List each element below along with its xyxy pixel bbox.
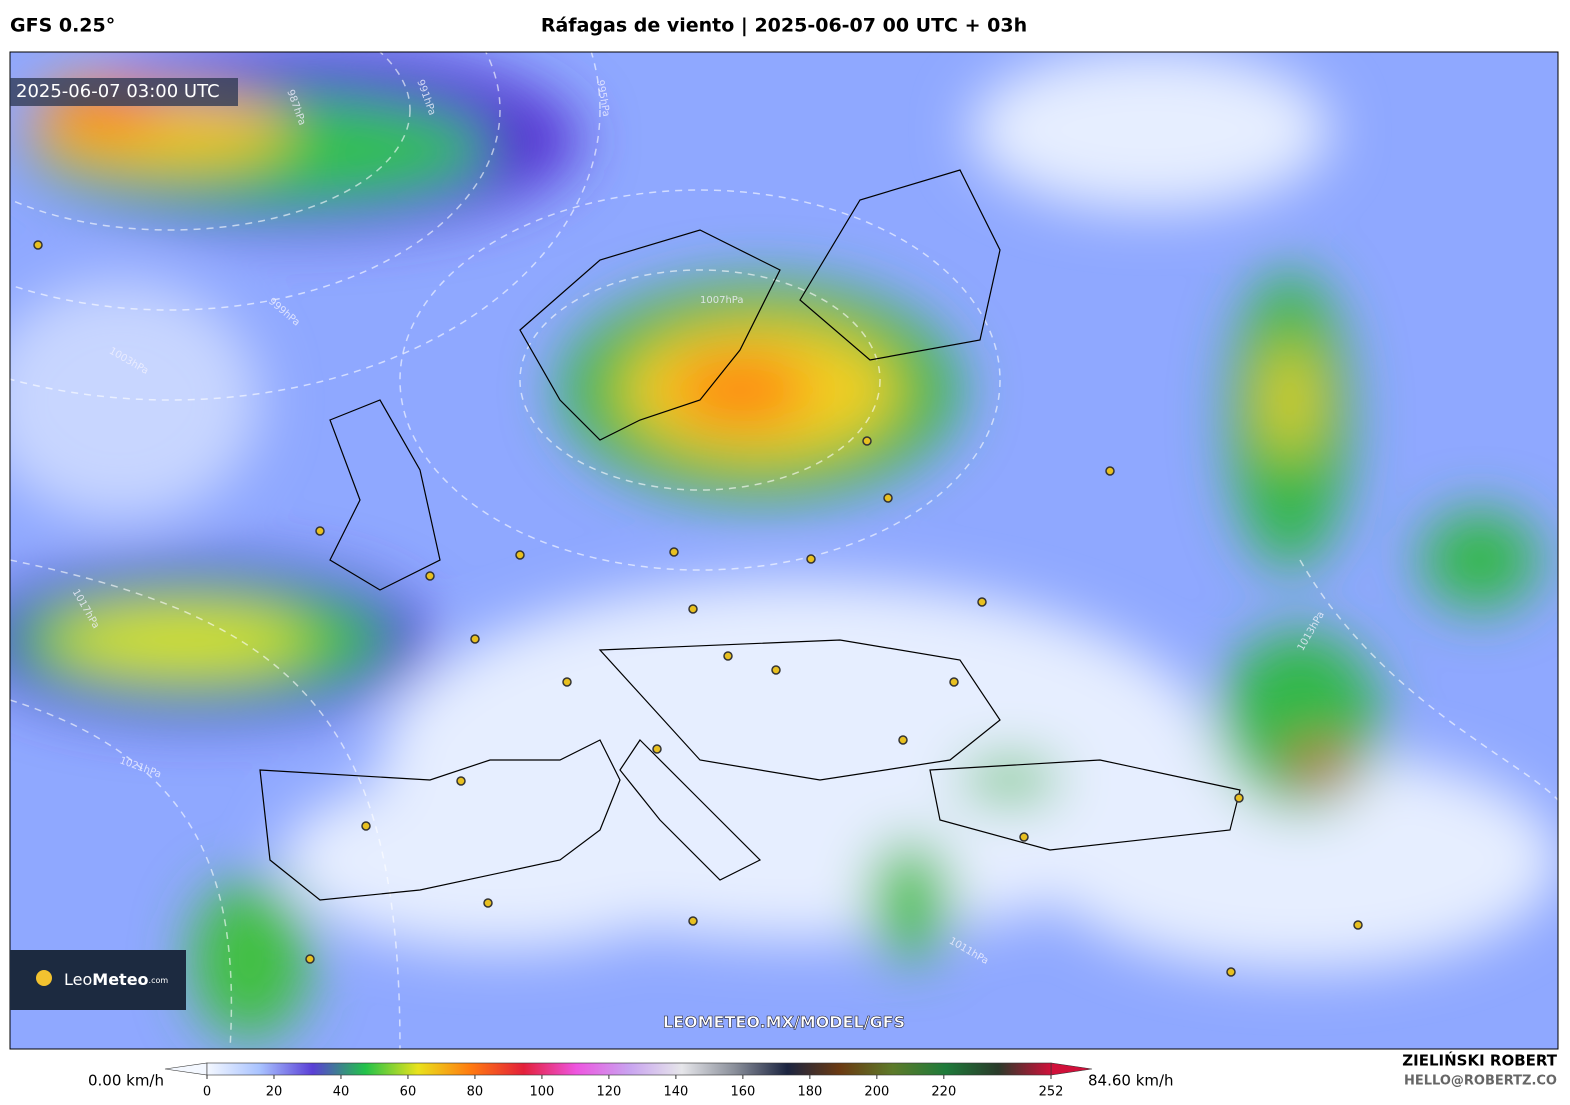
logo-sun <box>36 970 52 986</box>
colorbar-tick-label: 140 <box>663 1085 688 1100</box>
colorbar-tick-label: 100 <box>530 1085 555 1100</box>
logo-light: Leo <box>64 970 92 989</box>
timestamp-box <box>10 78 238 106</box>
colorbar-tick-label: 120 <box>596 1085 621 1100</box>
isobar-label: 1007hPa <box>700 295 744 306</box>
timestamp: 2025-06-07 03:00 UTC <box>16 81 220 102</box>
contact: HELLO@ROBERTZ.CO <box>1404 1074 1557 1089</box>
logo-text: LeoMeteo.com <box>64 970 168 989</box>
colorbar-tick-label: 200 <box>864 1085 889 1100</box>
colorbar-tick-label: 252 <box>1039 1085 1064 1100</box>
colorbar-high-arrow <box>1050 1062 1093 1076</box>
colorbar-tick-label: 20 <box>266 1085 283 1100</box>
colorbar-max: 84.60 km/h <box>1088 1072 1174 1090</box>
colorbar-tick-label: 40 <box>333 1085 350 1100</box>
wind-field: 987hPa 991hPa 995hPa999hPa1003hPa1007hPa10… <box>10 52 1558 1049</box>
colorbar-tick-label: 60 <box>400 1085 417 1100</box>
colorbar-tick-label: 220 <box>931 1085 956 1100</box>
model-label: GFS 0.25° <box>10 15 115 37</box>
colorbar-low-arrow <box>164 1062 208 1076</box>
colorbar-tick-label: 180 <box>797 1085 822 1100</box>
logo-bold: Meteo <box>92 970 148 989</box>
colorbar-tick-label: 160 <box>730 1085 755 1100</box>
colorbar-tick-label: 80 <box>467 1085 484 1100</box>
colorbar-min: 0.00 km/h <box>88 1072 164 1090</box>
colorbar-tick-label: 0 <box>203 1085 211 1100</box>
title: Ráfagas de viento | 2025-06-07 00 UTC + … <box>541 15 1027 37</box>
logo-suffix: .com <box>149 976 169 985</box>
colorbar-gradient <box>206 1062 1052 1076</box>
author: ZIELIŃSKI ROBERT <box>1402 1051 1557 1070</box>
map-frame <box>9 51 1559 1050</box>
watermark: LEOMETEO.MX/MODEL/GFS <box>663 1013 905 1032</box>
colorbar: 0 20 40 60 80 100 120 140 160 180 200 220 252 <box>164 1062 1093 1100</box>
